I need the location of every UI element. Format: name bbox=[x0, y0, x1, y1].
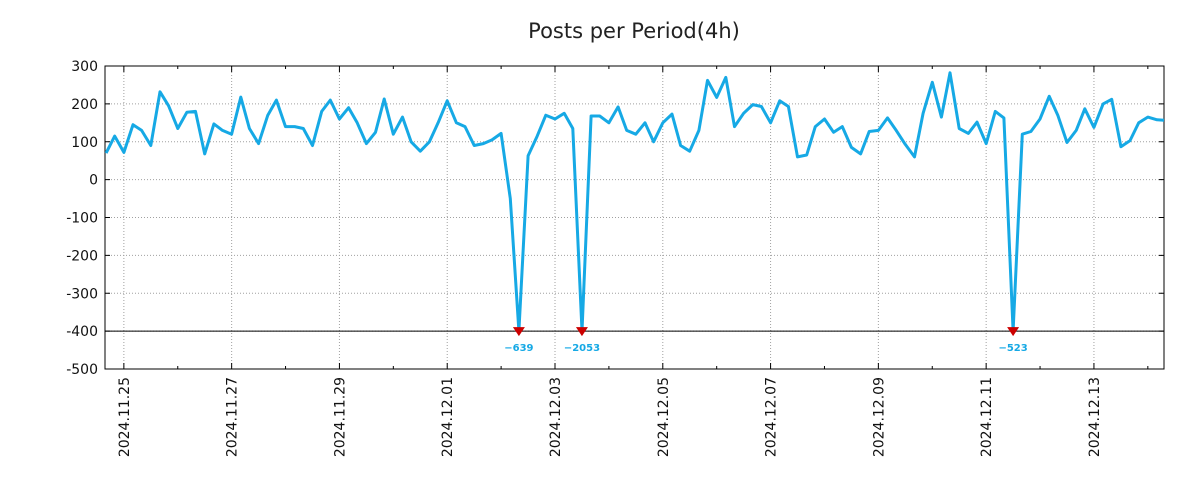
outlier-marker bbox=[575, 327, 588, 337]
outlier-label: −639 bbox=[504, 343, 533, 354]
y-tick-label: 200 bbox=[71, 97, 98, 113]
x-tick-label: 2024.11.27 bbox=[225, 377, 241, 457]
grid-lines bbox=[105, 66, 1164, 369]
x-tick-label: 2024.12.13 bbox=[1087, 377, 1103, 457]
axes: 300 200 100 0 -100 -200 -300 -400 -500 2024.11.25… bbox=[66, 59, 1165, 457]
outlier-marker bbox=[1007, 327, 1020, 337]
x-tick-label: 2024.12.11 bbox=[979, 377, 995, 457]
outlier-markers: −639 −2053 −523 bbox=[504, 327, 1028, 354]
chart-title: Posts per Period(4h) bbox=[528, 19, 740, 43]
series-layer bbox=[104, 71, 1165, 333]
x-tick-label: 2024.12.05 bbox=[656, 377, 672, 457]
y-tick-label: -400 bbox=[66, 324, 98, 340]
outlier-marker bbox=[512, 327, 525, 337]
y-tick-label: 0 bbox=[89, 173, 98, 189]
x-tick-label: 2024.12.03 bbox=[548, 377, 564, 457]
plot-frame bbox=[104, 65, 1165, 370]
y-tick-label: 100 bbox=[71, 135, 98, 151]
x-tick-label: 2024.12.07 bbox=[764, 377, 780, 457]
x-tick-label: 2024.12.09 bbox=[871, 377, 887, 457]
outlier-label: −523 bbox=[998, 343, 1027, 354]
y-tick-label: -300 bbox=[66, 286, 98, 302]
outlier-label: −2053 bbox=[564, 343, 600, 354]
x-tick-label: 2024.11.25 bbox=[117, 377, 133, 457]
y-tick-label: -100 bbox=[66, 211, 98, 227]
y-tick-label: 300 bbox=[71, 59, 98, 75]
y-tick-label: -200 bbox=[66, 248, 98, 264]
series-line bbox=[104, 71, 1165, 333]
x-tick-label: 2024.12.01 bbox=[440, 377, 456, 457]
x-tick-label: 2024.11.29 bbox=[332, 377, 348, 457]
y-tick-label: -500 bbox=[66, 362, 98, 378]
